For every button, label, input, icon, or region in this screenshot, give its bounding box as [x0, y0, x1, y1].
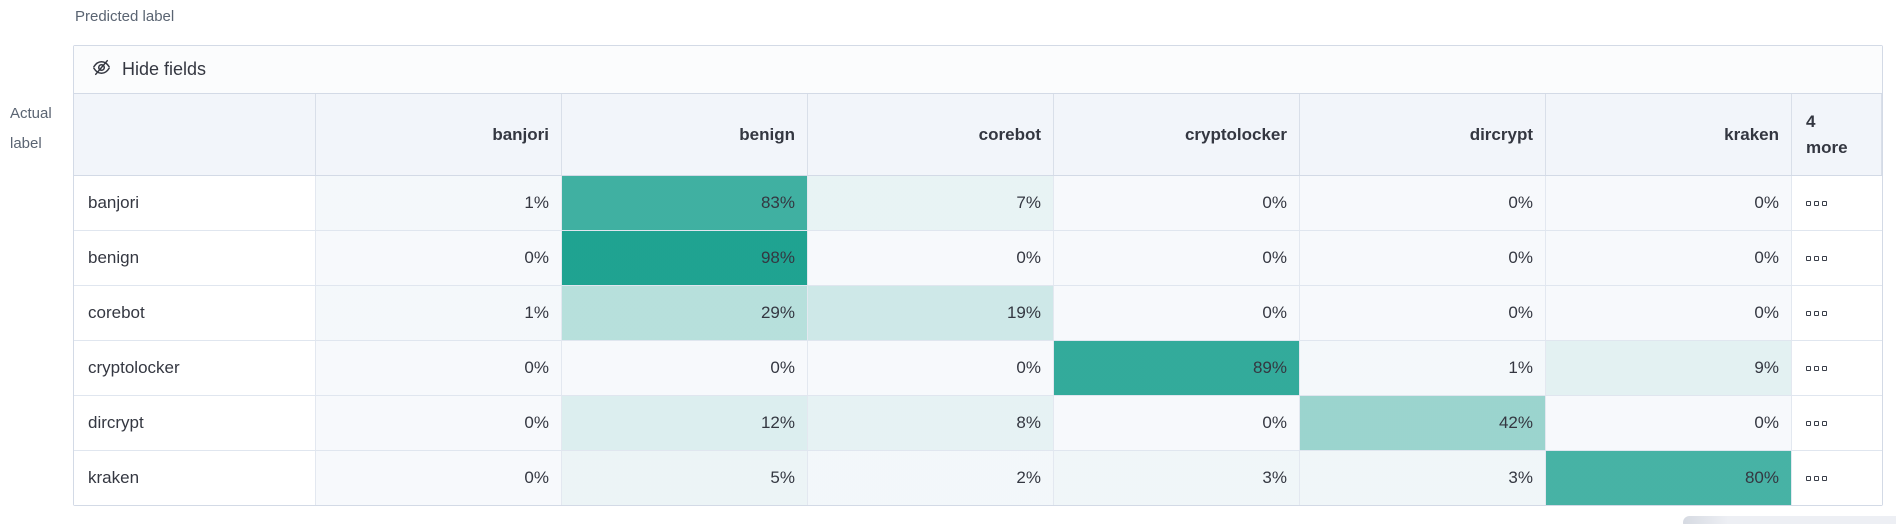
cell-dircrypt-more-columns[interactable] — [1792, 396, 1882, 450]
matrix-body: banjori 1% 83% 7% 0% 0% 0% benign 0% 98% 0% 0% 0% 0% c… — [74, 176, 1882, 505]
cell-dircrypt-banjori[interactable]: 0% — [316, 396, 562, 450]
column-header-corebot[interactable]: corebot — [808, 94, 1054, 175]
cell-benign-corebot[interactable]: 0% — [808, 231, 1054, 285]
cell-banjori-benign[interactable]: 83% — [562, 176, 808, 230]
cell-benign-kraken[interactable]: 0% — [1546, 231, 1792, 285]
header-corner-cell — [74, 94, 316, 175]
cell-dircrypt-dircrypt[interactable]: 42% — [1300, 396, 1546, 450]
cell-banjori-corebot[interactable]: 7% — [808, 176, 1054, 230]
cell-cryptolocker-dircrypt[interactable]: 1% — [1300, 341, 1546, 395]
column-header-banjori[interactable]: banjori — [316, 94, 562, 175]
cell-cryptolocker-corebot[interactable]: 0% — [808, 341, 1054, 395]
matrix-row-kraken: kraken 0% 5% 2% 3% 3% 80% — [74, 451, 1882, 505]
cell-benign-more-columns[interactable] — [1792, 231, 1882, 285]
row-label-cryptolocker[interactable]: cryptolocker — [74, 341, 316, 395]
column-header-dircrypt[interactable]: dircrypt — [1300, 94, 1546, 175]
cell-kraken-kraken[interactable]: 80% — [1546, 451, 1792, 505]
column-header-kraken[interactable]: kraken — [1546, 94, 1792, 175]
header-more-columns[interactable]: 4 more — [1792, 94, 1882, 175]
cell-corebot-kraken[interactable]: 0% — [1546, 286, 1792, 340]
cell-dircrypt-benign[interactable]: 12% — [562, 396, 808, 450]
cell-banjori-cryptolocker[interactable]: 0% — [1054, 176, 1300, 230]
matrix-toolbar: Hide fields — [74, 46, 1882, 94]
cell-corebot-more-columns[interactable] — [1792, 286, 1882, 340]
eye-closed-icon — [91, 57, 112, 83]
boxes-horizontal-icon — [1806, 420, 1827, 426]
cell-banjori-banjori[interactable]: 1% — [316, 176, 562, 230]
cell-cryptolocker-more-columns[interactable] — [1792, 341, 1882, 395]
matrix-row-benign: benign 0% 98% 0% 0% 0% 0% — [74, 231, 1882, 286]
row-label-dircrypt[interactable]: dircrypt — [74, 396, 316, 450]
column-header-cryptolocker[interactable]: cryptolocker — [1054, 94, 1300, 175]
cell-cryptolocker-cryptolocker[interactable]: 89% — [1054, 341, 1300, 395]
matrix-header-row: banjori benign corebot cryptolocker dircrypt… — [74, 94, 1882, 176]
matrix-row-cryptolocker: cryptolocker 0% 0% 0% 89% 1% 9% — [74, 341, 1882, 396]
cell-corebot-banjori[interactable]: 1% — [316, 286, 562, 340]
horizontal-scrollbar-thumb[interactable] — [1683, 516, 1896, 524]
cell-banjori-more-columns[interactable] — [1792, 176, 1882, 230]
hide-fields-label: Hide fields — [122, 59, 207, 79]
boxes-horizontal-icon — [1806, 200, 1827, 206]
matrix-grid: banjori benign corebot cryptolocker dircrypt… — [74, 94, 1882, 505]
cell-kraken-corebot[interactable]: 2% — [808, 451, 1054, 505]
cell-kraken-dircrypt[interactable]: 3% — [1300, 451, 1546, 505]
cell-banjori-kraken[interactable]: 0% — [1546, 176, 1792, 230]
cell-cryptolocker-kraken[interactable]: 9% — [1546, 341, 1792, 395]
row-label-kraken[interactable]: kraken — [74, 451, 316, 505]
cell-cryptolocker-banjori[interactable]: 0% — [316, 341, 562, 395]
more-columns-label: 4 more — [1806, 112, 1848, 157]
actual-axis-label: Actual label — [10, 99, 52, 159]
row-label-corebot[interactable]: corebot — [74, 286, 316, 340]
cell-kraken-benign[interactable]: 5% — [562, 451, 808, 505]
actual-axis-label-line1: Actual — [10, 105, 52, 122]
cell-corebot-cryptolocker[interactable]: 0% — [1054, 286, 1300, 340]
boxes-horizontal-icon — [1806, 255, 1827, 261]
cell-benign-banjori[interactable]: 0% — [316, 231, 562, 285]
cell-corebot-dircrypt[interactable]: 0% — [1300, 286, 1546, 340]
predicted-axis-label: Predicted label — [75, 8, 175, 25]
row-label-banjori[interactable]: banjori — [74, 176, 316, 230]
cell-cryptolocker-benign[interactable]: 0% — [562, 341, 808, 395]
boxes-horizontal-icon — [1806, 475, 1827, 481]
cell-kraken-more-columns[interactable] — [1792, 451, 1882, 505]
matrix-row-banjori: banjori 1% 83% 7% 0% 0% 0% — [74, 176, 1882, 231]
cell-dircrypt-kraken[interactable]: 0% — [1546, 396, 1792, 450]
cell-benign-dircrypt[interactable]: 0% — [1300, 231, 1546, 285]
cell-dircrypt-cryptolocker[interactable]: 0% — [1054, 396, 1300, 450]
actual-axis-label-line2: label — [10, 135, 42, 152]
matrix-row-corebot: corebot 1% 29% 19% 0% 0% 0% — [74, 286, 1882, 341]
cell-corebot-corebot[interactable]: 19% — [808, 286, 1054, 340]
cell-corebot-benign[interactable]: 29% — [562, 286, 808, 340]
cell-dircrypt-corebot[interactable]: 8% — [808, 396, 1054, 450]
cell-kraken-cryptolocker[interactable]: 3% — [1054, 451, 1300, 505]
boxes-horizontal-icon — [1806, 310, 1827, 316]
hide-fields-button[interactable]: Hide fields — [83, 53, 214, 87]
boxes-horizontal-icon — [1806, 365, 1827, 371]
cell-banjori-dircrypt[interactable]: 0% — [1300, 176, 1546, 230]
cell-kraken-banjori[interactable]: 0% — [316, 451, 562, 505]
cell-benign-benign[interactable]: 98% — [562, 231, 808, 285]
matrix-row-dircrypt: dircrypt 0% 12% 8% 0% 42% 0% — [74, 396, 1882, 451]
confusion-matrix-panel: Hide fields banjori benign corebot cryptolo… — [73, 45, 1883, 506]
cell-benign-cryptolocker[interactable]: 0% — [1054, 231, 1300, 285]
row-label-benign[interactable]: benign — [74, 231, 316, 285]
column-header-benign[interactable]: benign — [562, 94, 808, 175]
